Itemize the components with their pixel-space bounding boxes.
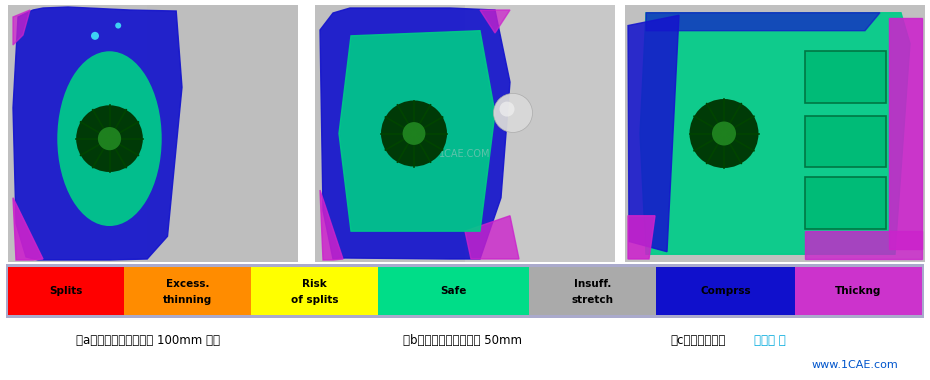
FancyBboxPatch shape xyxy=(8,267,124,315)
FancyBboxPatch shape xyxy=(315,5,615,262)
Text: Splits: Splits xyxy=(49,286,83,296)
Text: www.1CAE.com: www.1CAE.com xyxy=(812,360,898,370)
FancyBboxPatch shape xyxy=(379,267,528,315)
Polygon shape xyxy=(480,10,510,33)
FancyBboxPatch shape xyxy=(795,267,922,315)
Circle shape xyxy=(689,99,759,168)
Text: Comprss: Comprss xyxy=(700,286,751,296)
Circle shape xyxy=(403,122,425,145)
Circle shape xyxy=(712,122,736,146)
Text: 延真底 线: 延真底 线 xyxy=(754,334,786,347)
FancyBboxPatch shape xyxy=(124,267,251,315)
Circle shape xyxy=(499,101,514,117)
FancyBboxPatch shape xyxy=(8,5,298,262)
Polygon shape xyxy=(628,216,655,259)
Polygon shape xyxy=(465,216,519,259)
Circle shape xyxy=(91,32,99,40)
Text: of splits: of splits xyxy=(291,294,339,305)
FancyBboxPatch shape xyxy=(805,51,886,103)
FancyBboxPatch shape xyxy=(465,5,615,262)
Polygon shape xyxy=(646,13,880,31)
FancyBboxPatch shape xyxy=(805,177,886,229)
Text: Risk: Risk xyxy=(302,279,327,289)
Polygon shape xyxy=(320,190,343,260)
Text: thinning: thinning xyxy=(163,294,212,305)
FancyBboxPatch shape xyxy=(805,116,886,167)
Text: （b）第二次拉延到底前 50mm: （b）第二次拉延到底前 50mm xyxy=(403,334,522,347)
Text: Thickng: Thickng xyxy=(835,286,882,296)
Text: Safe: Safe xyxy=(440,286,467,296)
Polygon shape xyxy=(805,231,922,259)
FancyBboxPatch shape xyxy=(251,267,379,315)
Circle shape xyxy=(115,22,121,28)
Polygon shape xyxy=(13,7,182,260)
Circle shape xyxy=(381,100,447,166)
FancyBboxPatch shape xyxy=(528,267,656,315)
FancyBboxPatch shape xyxy=(625,5,925,262)
FancyBboxPatch shape xyxy=(147,5,298,262)
Polygon shape xyxy=(13,10,30,45)
Polygon shape xyxy=(889,18,922,249)
Text: （a）第二次拉延到底前 100mm 状态: （a）第二次拉延到底前 100mm 状态 xyxy=(76,334,220,347)
Polygon shape xyxy=(339,31,495,231)
Text: 1CAE.COM: 1CAE.COM xyxy=(439,149,491,159)
Polygon shape xyxy=(628,15,679,252)
Circle shape xyxy=(494,93,533,133)
Text: Excess.: Excess. xyxy=(166,279,209,289)
Text: （c）第二次拉延: （c）第二次拉延 xyxy=(670,334,725,347)
Polygon shape xyxy=(320,8,510,259)
FancyBboxPatch shape xyxy=(6,264,924,318)
Polygon shape xyxy=(13,198,43,260)
Circle shape xyxy=(98,127,121,150)
Text: stretch: stretch xyxy=(571,294,613,305)
Circle shape xyxy=(76,105,143,172)
Text: Insuff.: Insuff. xyxy=(574,279,611,289)
FancyBboxPatch shape xyxy=(656,267,795,315)
Polygon shape xyxy=(640,13,910,254)
Ellipse shape xyxy=(58,51,162,226)
